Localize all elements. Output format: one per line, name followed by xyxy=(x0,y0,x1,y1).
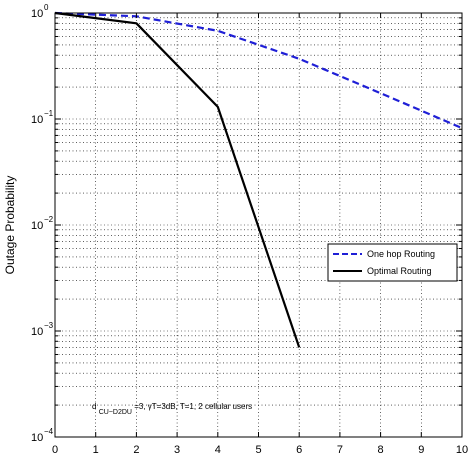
annotation-subscript: CU−D2DU xyxy=(99,409,132,416)
x-tick-label: 0 xyxy=(52,444,58,456)
legend-label-one-hop-routing: One hop Routing xyxy=(367,249,435,259)
y-tick-label: 10 xyxy=(31,114,43,126)
x-tick-label: 4 xyxy=(215,444,221,456)
x-tick-label: 8 xyxy=(378,444,384,456)
x-tick-label: 1 xyxy=(93,444,99,456)
x-tick-label: 9 xyxy=(418,444,424,456)
y-axis-label: Outage Probability xyxy=(3,176,17,275)
x-tick-label: 2 xyxy=(133,444,139,456)
x-tick-label: 6 xyxy=(296,444,302,456)
series-line-one-hop-routing xyxy=(54,11,463,130)
legend: One hop Routing Optimal Routing xyxy=(327,243,458,282)
x-tick-label: 10 xyxy=(456,444,468,456)
y-tick-label-exponent: −1 xyxy=(44,109,54,118)
legend-box xyxy=(327,243,458,282)
axis-ticks xyxy=(54,12,463,438)
x-tick-label: 7 xyxy=(337,444,343,456)
y-tick-label: 10 xyxy=(31,8,43,20)
annotation-prefix: d xyxy=(92,402,96,411)
x-tick-label: 5 xyxy=(255,444,261,456)
legend-label-optimal-routing: Optimal Routing xyxy=(367,266,432,276)
y-tick-label: 10 xyxy=(31,326,43,338)
annotation-suffix: =3, γT=3dB, T=1, 2 cellular users xyxy=(134,402,252,411)
x-tick-label: 3 xyxy=(174,444,180,456)
y-tick-label-exponent: −4 xyxy=(44,427,54,436)
y-tick-label-exponent: 0 xyxy=(44,3,49,12)
y-tick-label-exponent: −2 xyxy=(44,215,54,224)
y-tick-label: 10 xyxy=(31,432,43,444)
series-line-optimal-routing xyxy=(54,11,301,348)
y-tick-label: 10 xyxy=(31,220,43,232)
parameter-annotation: d CU−D2DU =3, γT=3dB, T=1, 2 cellular us… xyxy=(92,402,252,416)
y-tick-label-exponent: −3 xyxy=(44,321,54,330)
